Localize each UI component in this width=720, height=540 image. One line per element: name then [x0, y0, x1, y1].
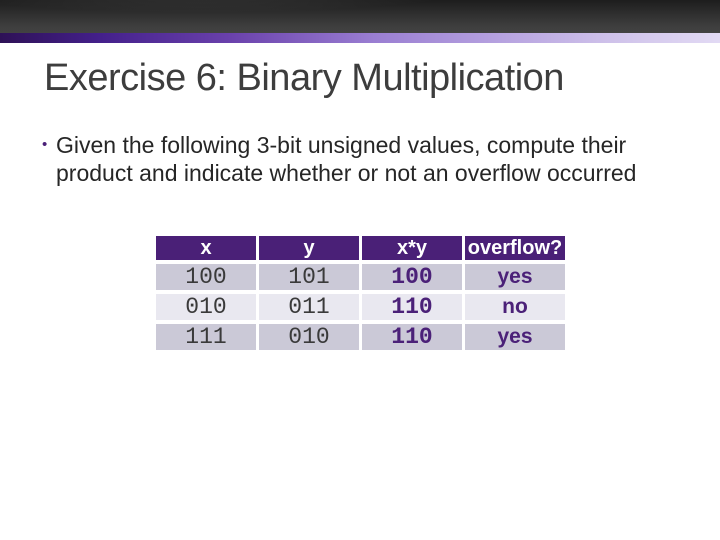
cell-product: 110 [362, 324, 462, 350]
table-row: 010 011 110 no [156, 294, 565, 320]
accent-stripe [0, 33, 720, 43]
table-row: 111 010 110 yes [156, 324, 565, 350]
cell-y: 010 [259, 324, 359, 350]
bullet-item: • Given the following 3-bit unsigned val… [42, 131, 664, 187]
cell-product: 110 [362, 294, 462, 320]
binary-multiplication-table: x y x*y overflow? 100 101 100 yes 010 01… [153, 232, 568, 354]
cell-overflow: yes [465, 324, 565, 350]
cell-x: 100 [156, 264, 256, 290]
header-overflow: overflow? [465, 236, 565, 260]
cell-overflow: yes [465, 264, 565, 290]
page-title: Exercise 6: Binary Multiplication [44, 57, 564, 99]
cell-y: 101 [259, 264, 359, 290]
top-bar [0, 0, 720, 33]
bullet-icon: • [42, 136, 48, 153]
header-x: x [156, 236, 256, 260]
cell-overflow: no [465, 294, 565, 320]
cell-product: 100 [362, 264, 462, 290]
cell-x: 010 [156, 294, 256, 320]
table-row: 100 101 100 yes [156, 264, 565, 290]
bullet-text: Given the following 3-bit unsigned value… [56, 132, 637, 186]
cell-y: 011 [259, 294, 359, 320]
cell-x: 111 [156, 324, 256, 350]
table-header-row: x y x*y overflow? [156, 236, 565, 260]
header-y: y [259, 236, 359, 260]
header-product: x*y [362, 236, 462, 260]
